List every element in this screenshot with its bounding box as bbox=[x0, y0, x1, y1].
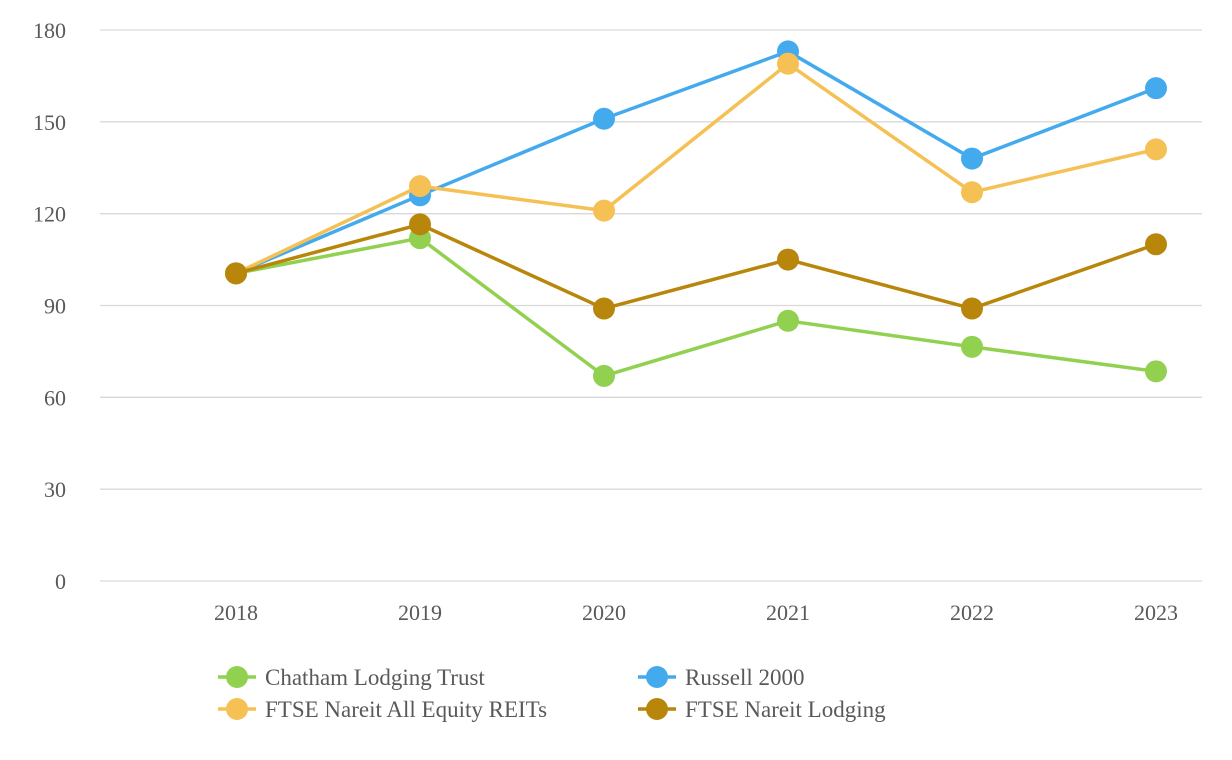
data-point bbox=[593, 364, 615, 387]
data-point bbox=[961, 297, 983, 320]
data-point bbox=[225, 262, 247, 285]
legend-swatch-marker bbox=[646, 698, 668, 720]
legend-swatch-marker bbox=[226, 666, 248, 688]
data-point bbox=[961, 147, 983, 170]
series-line bbox=[234, 222, 1158, 311]
data-point bbox=[777, 309, 799, 332]
legend-entry: Russell 2000 bbox=[638, 665, 804, 690]
y-tick-label: 0 bbox=[55, 569, 66, 594]
y-tick-label: 150 bbox=[33, 110, 66, 135]
series-lines bbox=[225, 40, 1167, 387]
data-point bbox=[1145, 233, 1167, 256]
legend: Chatham Lodging Trust Russell 2000 FTSE Na… bbox=[218, 665, 886, 722]
series-1 bbox=[225, 227, 1167, 387]
x-tick-label: 2023 bbox=[1134, 600, 1178, 625]
data-point bbox=[593, 199, 615, 222]
data-point bbox=[1145, 360, 1167, 383]
series-line bbox=[234, 49, 1158, 276]
gridlines bbox=[100, 29, 1202, 582]
legend-entry: FTSE Nareit All Equity REITs bbox=[218, 697, 547, 722]
x-axis-ticks: 2018 2019 2020 2021 2022 2023 bbox=[214, 600, 1178, 625]
y-axis-ticks: 0 30 60 90 120 150 180 bbox=[33, 18, 66, 594]
y-tick-label: 180 bbox=[33, 18, 66, 43]
data-point bbox=[1145, 77, 1167, 100]
x-tick-label: 2020 bbox=[582, 600, 626, 625]
legend-label: FTSE Nareit Lodging bbox=[685, 697, 886, 722]
data-point bbox=[593, 297, 615, 320]
y-tick-label: 60 bbox=[44, 385, 66, 410]
series-line bbox=[234, 236, 1158, 378]
data-point bbox=[777, 52, 799, 75]
legend-label: FTSE Nareit All Equity REITs bbox=[265, 697, 547, 722]
data-point bbox=[961, 181, 983, 204]
legend-swatch-marker bbox=[646, 666, 668, 688]
y-tick-label: 30 bbox=[44, 477, 66, 502]
legend-swatch-marker bbox=[226, 698, 248, 720]
y-tick-label: 90 bbox=[44, 294, 66, 319]
legend-label: Russell 2000 bbox=[685, 665, 804, 690]
data-point bbox=[1145, 138, 1167, 161]
legend-label: Chatham Lodging Trust bbox=[265, 665, 485, 690]
x-tick-label: 2021 bbox=[766, 600, 810, 625]
data-point bbox=[593, 107, 615, 130]
data-point bbox=[777, 248, 799, 271]
x-tick-label: 2018 bbox=[214, 600, 258, 625]
legend-entry: FTSE Nareit Lodging bbox=[638, 697, 886, 722]
y-tick-label: 120 bbox=[33, 202, 66, 227]
data-point bbox=[409, 213, 431, 236]
legend-entry: Chatham Lodging Trust bbox=[218, 665, 485, 690]
x-tick-label: 2019 bbox=[398, 600, 442, 625]
data-point bbox=[961, 335, 983, 358]
series-line bbox=[234, 61, 1158, 276]
x-tick-label: 2022 bbox=[950, 600, 994, 625]
series-4 bbox=[225, 213, 1167, 320]
data-point bbox=[409, 175, 431, 198]
